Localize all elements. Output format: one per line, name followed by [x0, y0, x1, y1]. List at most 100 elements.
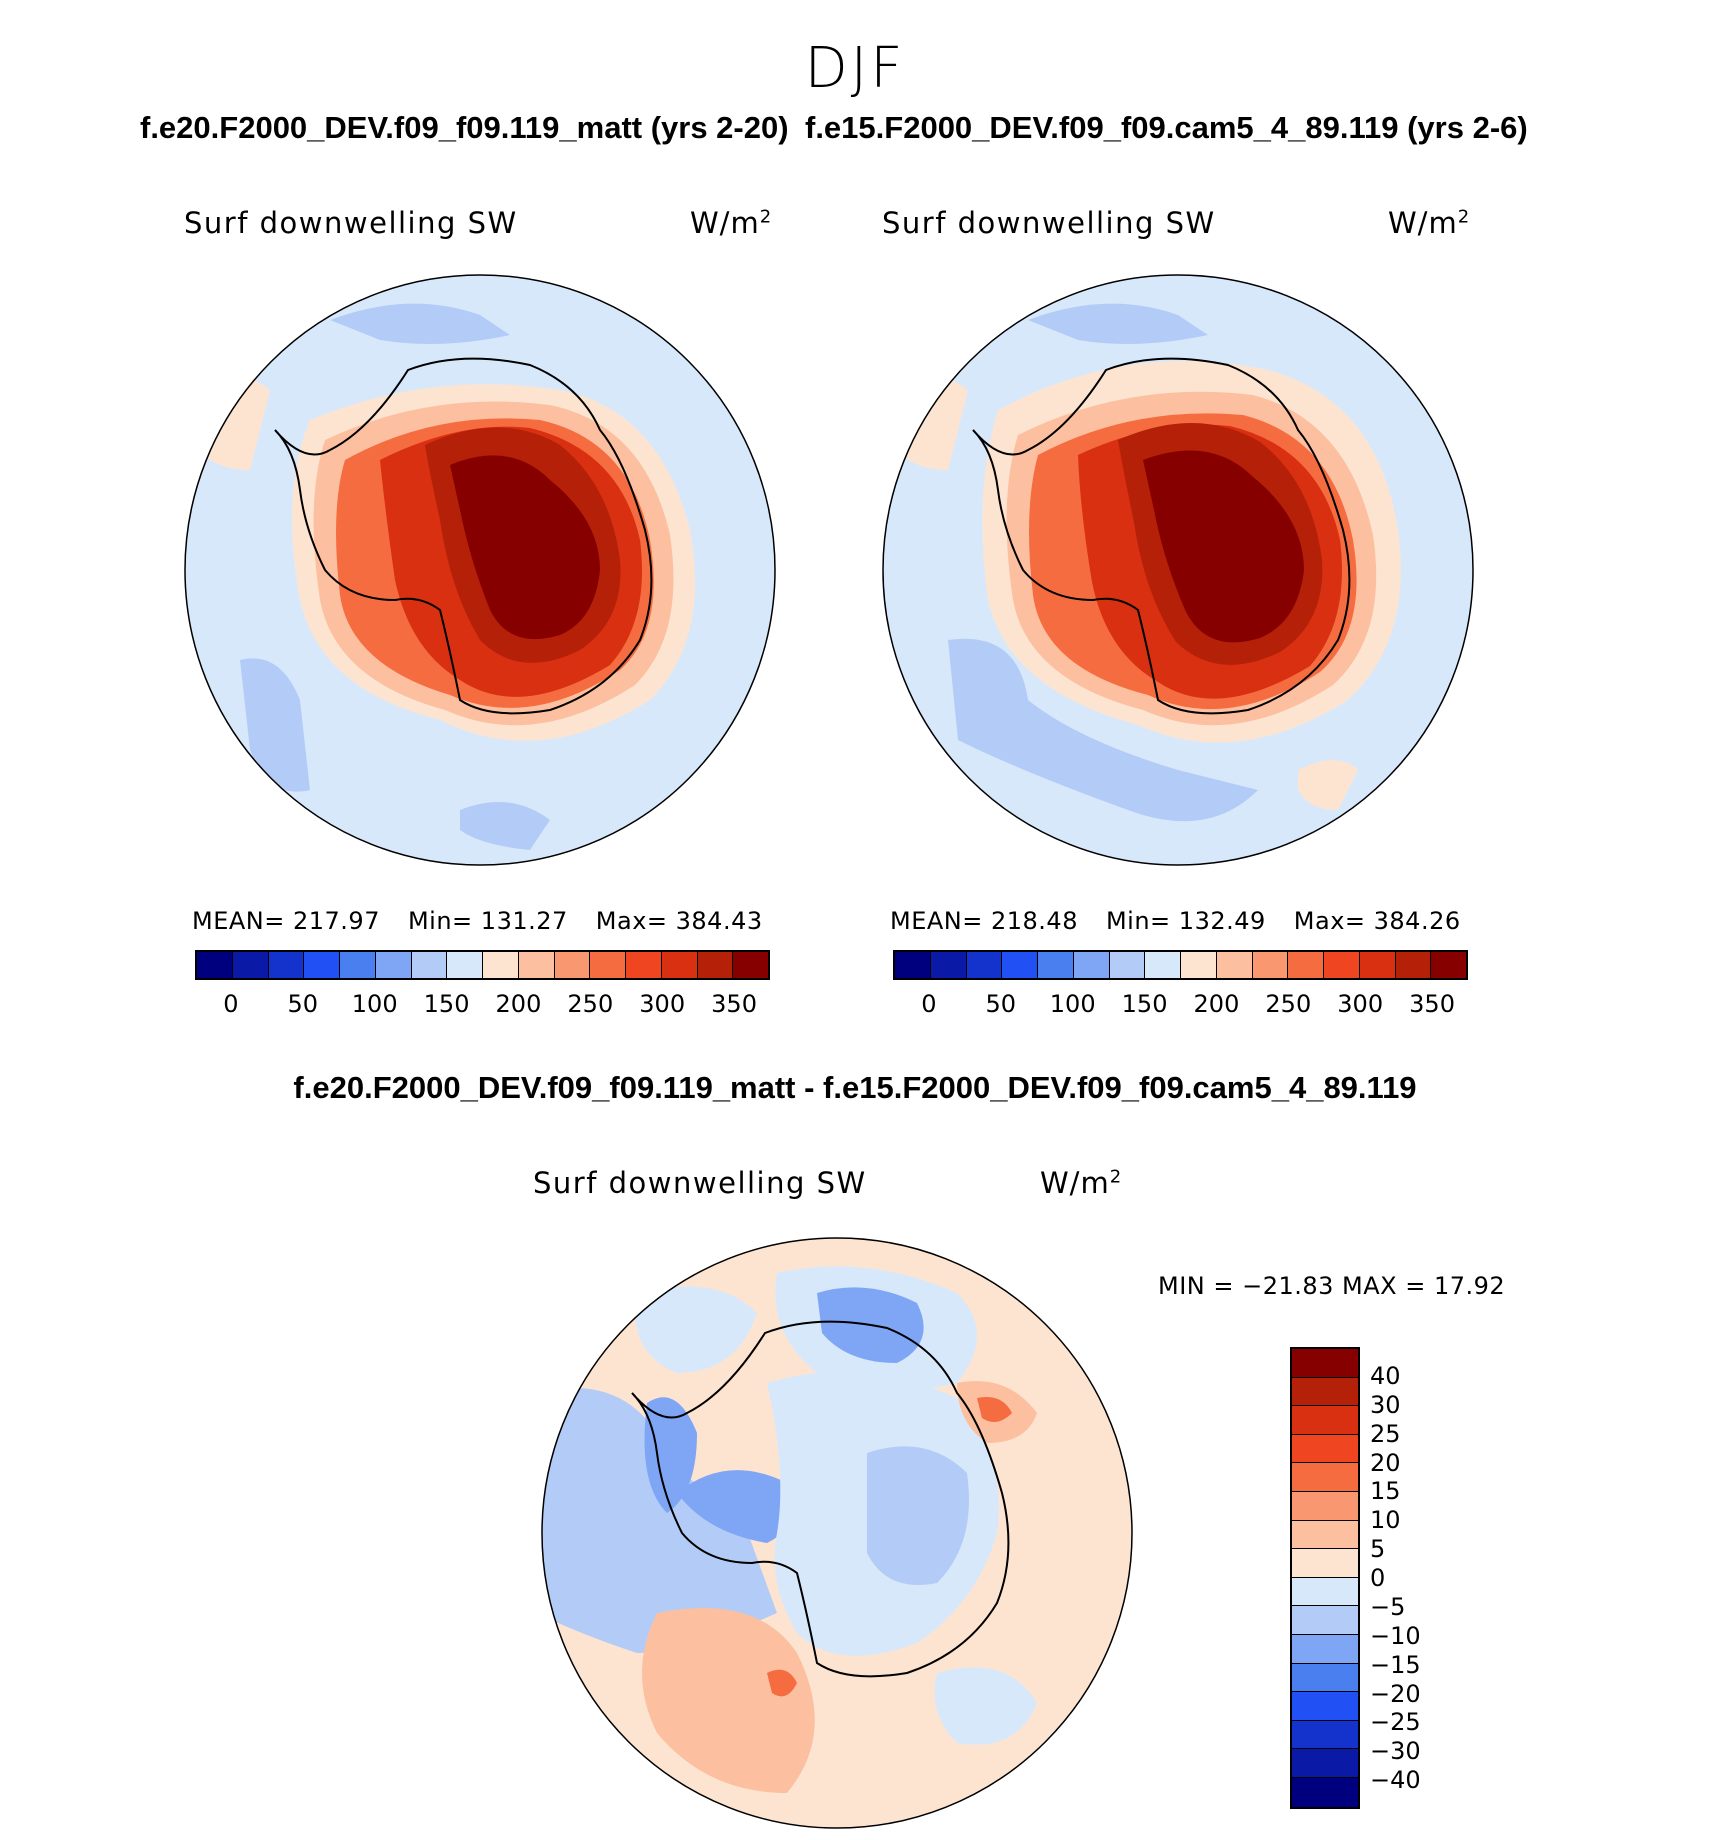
colorbar-swatch — [1292, 1577, 1358, 1607]
colorbar-swatch — [966, 952, 1003, 978]
panel-1-units-label: W/m2 — [690, 206, 773, 240]
colorbar-swatch — [895, 952, 931, 978]
panel-1-mean: MEAN= 217.97 — [192, 907, 380, 935]
colorbar-tick-label: 150 — [423, 990, 470, 1018]
panel-1-case-title: f.e20.F2000_DEV.f09_f09.119_matt (yrs 2-… — [140, 110, 789, 145]
colorbar-swatch — [1395, 952, 1432, 978]
colorbar-swatch — [1324, 952, 1360, 978]
colorbar-swatch — [626, 952, 662, 978]
panel-2-stats: MEAN= 218.48 Min= 132.49 Max= 384.26 — [890, 907, 1489, 935]
colorbar-swatch — [1292, 1434, 1358, 1464]
diff-colorbar-ticks: 40 30 25 20 15 10 5 0 −5 −10 −15 −20 −25 −30 −40 — [1370, 1347, 1470, 1809]
colorbar-swatch — [1292, 1606, 1358, 1635]
colorbar-swatch — [1292, 1777, 1358, 1807]
colorbar-tick-label: 10 — [1370, 1506, 1401, 1535]
colorbar-tick-label: 50 — [985, 990, 1017, 1018]
colorbar-swatch — [661, 952, 698, 978]
colorbar-tick-label: 150 — [1121, 990, 1168, 1018]
colorbar-tick-label: 350 — [711, 990, 757, 1018]
colorbar-tick-label: −40 — [1370, 1766, 1421, 1795]
colorbar-swatch — [1002, 952, 1038, 978]
colorbar-swatch — [1292, 1663, 1358, 1693]
colorbar-tick-label: 15 — [1370, 1477, 1401, 1506]
colorbar-swatch — [1292, 1491, 1358, 1521]
season-title: DJF — [804, 36, 906, 101]
colorbar-swatch — [1292, 1549, 1358, 1578]
panel-2-case-title: f.e15.F2000_DEV.f09_f09.cam5_4_89.119 (y… — [805, 110, 1528, 145]
colorbar-tick-label: −10 — [1370, 1621, 1421, 1650]
colorbar-tick-label: 50 — [287, 990, 319, 1018]
colorbar-tick-label: −20 — [1370, 1679, 1421, 1708]
antarctica-coastline — [972, 357, 1351, 715]
antarctica-coastline — [274, 357, 653, 715]
colorbar-tick-label: −15 — [1370, 1650, 1421, 1679]
colorbar-swatch — [1181, 952, 1217, 978]
colorbar-swatch — [1038, 952, 1074, 978]
panel-1-max: Max= 384.43 — [595, 907, 763, 935]
colorbar-tick-label: 200 — [495, 990, 542, 1018]
colorbar-tick-label: 0 — [223, 990, 239, 1018]
colorbar-swatch — [232, 952, 269, 978]
colorbar-tick-label: 5 — [1370, 1535, 1386, 1564]
colorbar-swatch — [197, 952, 233, 978]
colorbar-tick-label: −25 — [1370, 1708, 1421, 1737]
colorbar-swatch — [590, 952, 626, 978]
diff-units-label: W/m2 — [1040, 1166, 1123, 1200]
panel-2-polar-map — [882, 274, 1474, 866]
colorbar-swatch — [1145, 952, 1181, 978]
panel-2-colorbar-swatches — [893, 950, 1468, 980]
colorbar-swatch — [268, 952, 305, 978]
colorbar-tick-label: 200 — [1193, 990, 1240, 1018]
colorbar-swatch — [1252, 952, 1289, 978]
map-boundary-circle — [882, 274, 1474, 866]
colorbar-tick-label: −30 — [1370, 1737, 1421, 1766]
panel-2-mean: MEAN= 218.48 — [890, 907, 1078, 935]
colorbar-tick-label: 250 — [567, 990, 614, 1018]
colorbar-tick-label: 250 — [1265, 990, 1312, 1018]
colorbar-swatch — [375, 952, 412, 978]
map-boundary-circle — [541, 1237, 1133, 1829]
colorbar-swatch — [447, 952, 483, 978]
colorbar-swatch — [1359, 952, 1396, 978]
colorbar-tick-label: 0 — [1370, 1564, 1386, 1592]
colorbar-swatch — [697, 952, 734, 978]
colorbar-tick-label: 300 — [639, 990, 686, 1018]
colorbar-tick-label: 40 — [1370, 1361, 1401, 1390]
panel-1-variable-label: Surf downwelling SW — [184, 206, 518, 240]
colorbar-swatch — [1109, 952, 1146, 978]
panel-2-colorbar-ticks: 0 50 100 150 200 250 300 350 — [893, 990, 1468, 1020]
diff-minmax: MIN = −21.83 MAX = 17.92 — [1158, 1272, 1506, 1300]
panel-1-colorbar: 0 50 100 150 200 250 300 350 — [195, 950, 770, 1020]
colorbar-swatch — [518, 952, 555, 978]
colorbar-swatch — [733, 952, 768, 978]
colorbar-swatch — [1292, 1463, 1358, 1492]
colorbar-swatch — [304, 952, 340, 978]
colorbar-swatch — [1292, 1634, 1358, 1664]
colorbar-tick-label: −5 — [1370, 1592, 1406, 1621]
colorbar-tick-label: 0 — [921, 990, 937, 1018]
colorbar-swatch — [1216, 952, 1253, 978]
colorbar-tick-label: 20 — [1370, 1448, 1401, 1477]
colorbar-swatch — [1292, 1349, 1358, 1378]
panel-2-min: Min= 132.49 — [1105, 907, 1266, 935]
diff-colorbar — [1290, 1347, 1360, 1809]
colorbar-swatch — [1292, 1749, 1358, 1778]
colorbar-tick-label: 350 — [1409, 990, 1455, 1018]
colorbar-swatch — [1288, 952, 1324, 978]
map-boundary-circle — [184, 274, 776, 866]
colorbar-swatch — [1292, 1692, 1358, 1721]
panel-2-max: Max= 384.26 — [1293, 907, 1461, 935]
colorbar-swatch — [1292, 1377, 1358, 1407]
colorbar-swatch — [1292, 1720, 1358, 1750]
colorbar-swatch — [554, 952, 591, 978]
panel-2-variable-label: Surf downwelling SW — [882, 206, 1216, 240]
colorbar-tick-label: 100 — [351, 990, 398, 1018]
colorbar-swatch — [1073, 952, 1110, 978]
antarctica-coastline — [631, 1320, 1010, 1678]
diff-polar-map — [541, 1237, 1133, 1829]
colorbar-swatch — [483, 952, 519, 978]
colorbar-swatch — [1431, 952, 1466, 978]
panel-2-colorbar: 0 50 100 150 200 250 300 350 — [893, 950, 1468, 1020]
colorbar-swatch — [411, 952, 448, 978]
colorbar-tick-label: 100 — [1049, 990, 1096, 1018]
